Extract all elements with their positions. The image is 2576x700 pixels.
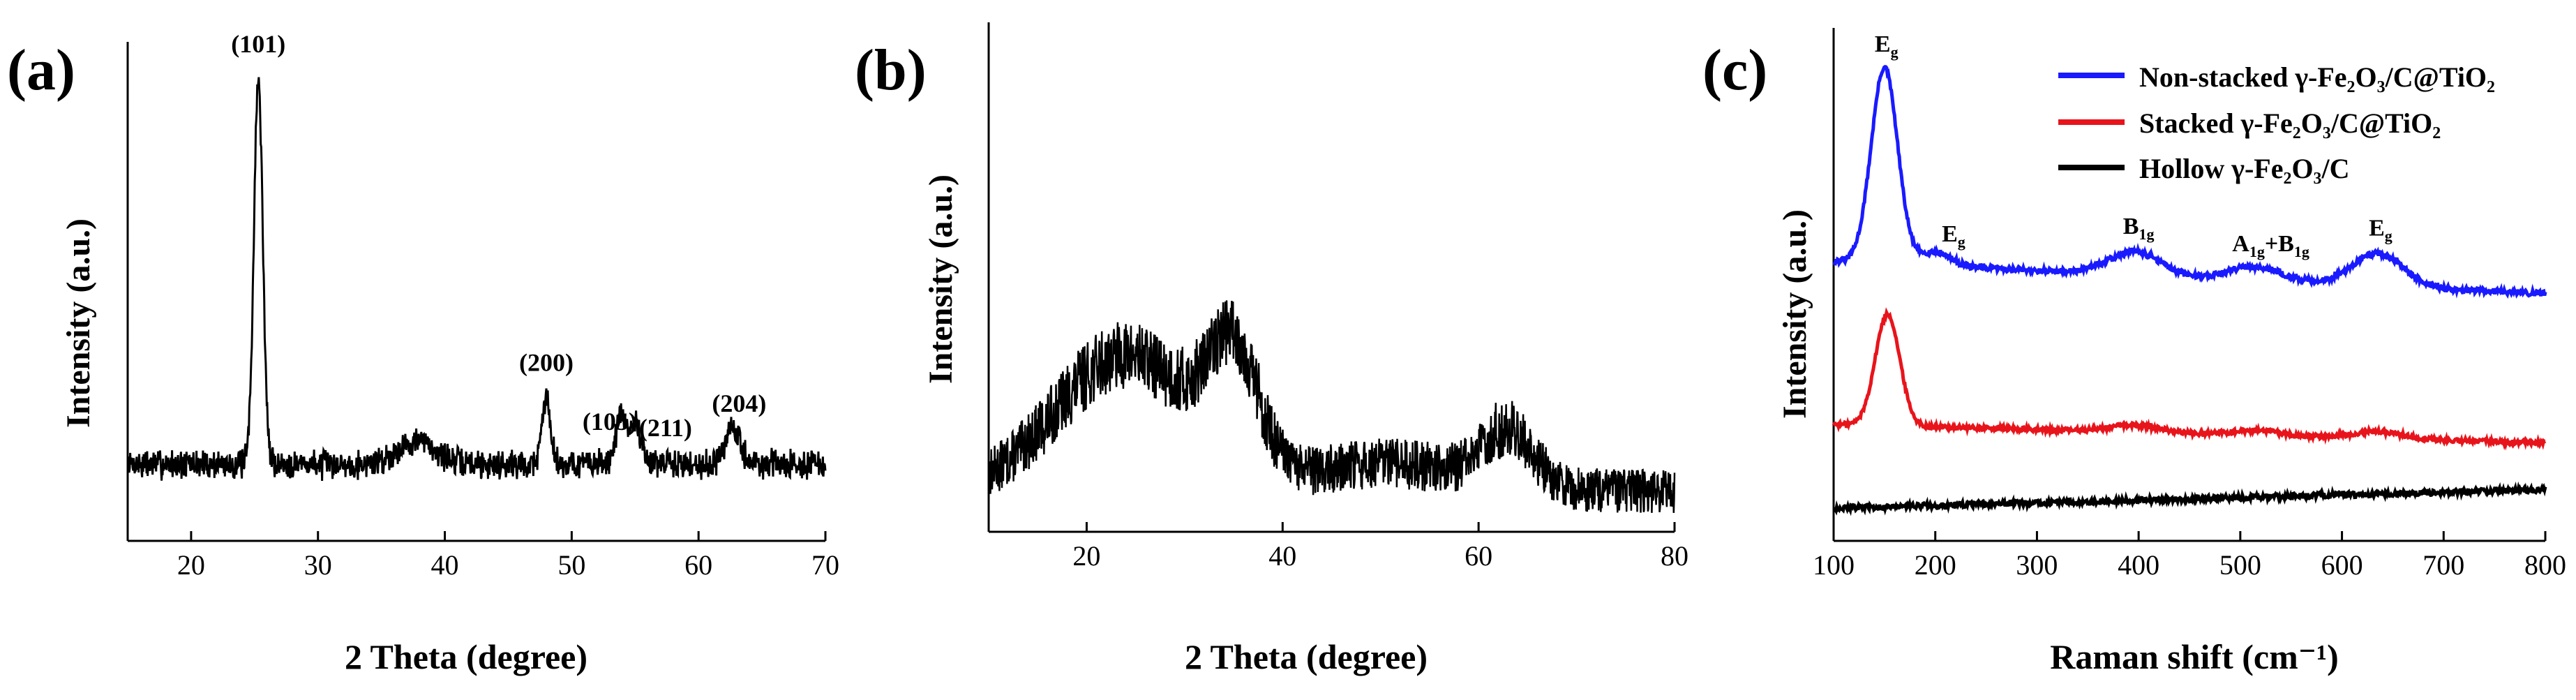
panel-c-label: (c) [1702, 38, 1767, 103]
panel-c-plot: 100 200 300 400 500 600 700 800 Eg Eg B1g A1g+B1g Eg [1813, 28, 2566, 581]
panel-a-peak-label: (105) [583, 408, 637, 435]
panel-c-xtick-label: 800 [2524, 549, 2566, 581]
panel-a-xtick-label: 70 [811, 549, 839, 581]
legend-label-1: Stacked γ-Fe₂O₃/C@TiO₂ [2139, 107, 2441, 139]
panel-c-series-line-0 [1832, 64, 2547, 299]
panel-a-xtick-label: 30 [304, 549, 332, 581]
panel-c: (c) 100 200 300 400 500 600 700 800 Eg Eg B1g A1g+B… [1702, 28, 2566, 676]
panel-a-xlabel: 2 Theta (degree) [345, 637, 587, 676]
panel-c-xtick-label: 400 [2118, 549, 2159, 581]
panel-c-mode-label: Eg [2369, 216, 2392, 245]
panel-c-xtick-label: 500 [2219, 549, 2261, 581]
panel-b-label: (b) [855, 38, 927, 103]
panel-c-mode-label: B1g [2123, 214, 2155, 243]
panel-a-xtick-label: 60 [684, 549, 712, 581]
panel-c-mode-label: A1g+B1g [2232, 231, 2309, 260]
panel-a-ylabel: Intensity (a.u.) [60, 218, 97, 428]
panel-c-mode-label: Eg [1875, 31, 1899, 61]
panel-b: (b) 20 40 60 80 2 Theta (degree) Intensity … [855, 22, 1688, 676]
panel-a: (a) 20 30 40 50 60 70 (101) (200) (105) (211) (204… [7, 30, 839, 676]
panel-c-xtick-label: 200 [1915, 549, 1956, 581]
panel-c-xlabel: Raman shift (cm⁻¹) [2050, 637, 2339, 676]
panel-b-ylabel: Intensity (a.u.) [922, 174, 959, 384]
panel-a-label: (a) [7, 38, 75, 103]
panel-c-xtick-label: 700 [2423, 549, 2464, 581]
panel-c-mode-label: Eg [1942, 221, 1965, 251]
panel-b-xlabel: 2 Theta (degree) [1185, 637, 1428, 676]
panel-b-plot: 20 40 60 80 [987, 22, 1688, 572]
panel-a-peak-label: (204) [712, 389, 766, 417]
panel-b-series-line [987, 300, 1676, 513]
panel-b-xtick-label: 80 [1661, 540, 1688, 572]
panel-c-legend: Non-stacked γ-Fe₂O₃/C@TiO₂ Stacked γ-Fe₂… [2058, 61, 2495, 184]
panel-a-series-line [126, 77, 827, 482]
panel-c-series-line-1 [1832, 307, 2547, 451]
panel-c-xtick-label: 100 [1813, 549, 1855, 581]
panel-b-xtick-label: 20 [1072, 540, 1100, 572]
panel-b-xtick-label: 60 [1465, 540, 1492, 572]
panel-a-xtick-label: 20 [177, 549, 205, 581]
legend-label-0: Non-stacked γ-Fe₂O₃/C@TiO₂ [2139, 61, 2495, 93]
panel-a-plot: 20 30 40 50 60 70 (101) (200) (105) (211) (204) [126, 30, 839, 581]
panel-c-xtick-label: 300 [2016, 549, 2058, 581]
panel-a-peak-label: (211) [639, 414, 692, 442]
panel-a-xtick-label: 50 [557, 549, 585, 581]
panel-a-peak-label: (200) [519, 349, 574, 377]
panel-a-peak-label: (101) [231, 30, 285, 58]
legend-label-2: Hollow γ-Fe₂O₃/C [2139, 153, 2350, 184]
panel-c-ylabel: Intensity (a.u.) [1776, 209, 1813, 419]
panel-a-xtick-label: 40 [431, 549, 459, 581]
panel-b-xtick-label: 40 [1268, 540, 1296, 572]
panel-c-xtick-label: 600 [2321, 549, 2363, 581]
panel-c-series-line-2 [1832, 481, 2547, 516]
